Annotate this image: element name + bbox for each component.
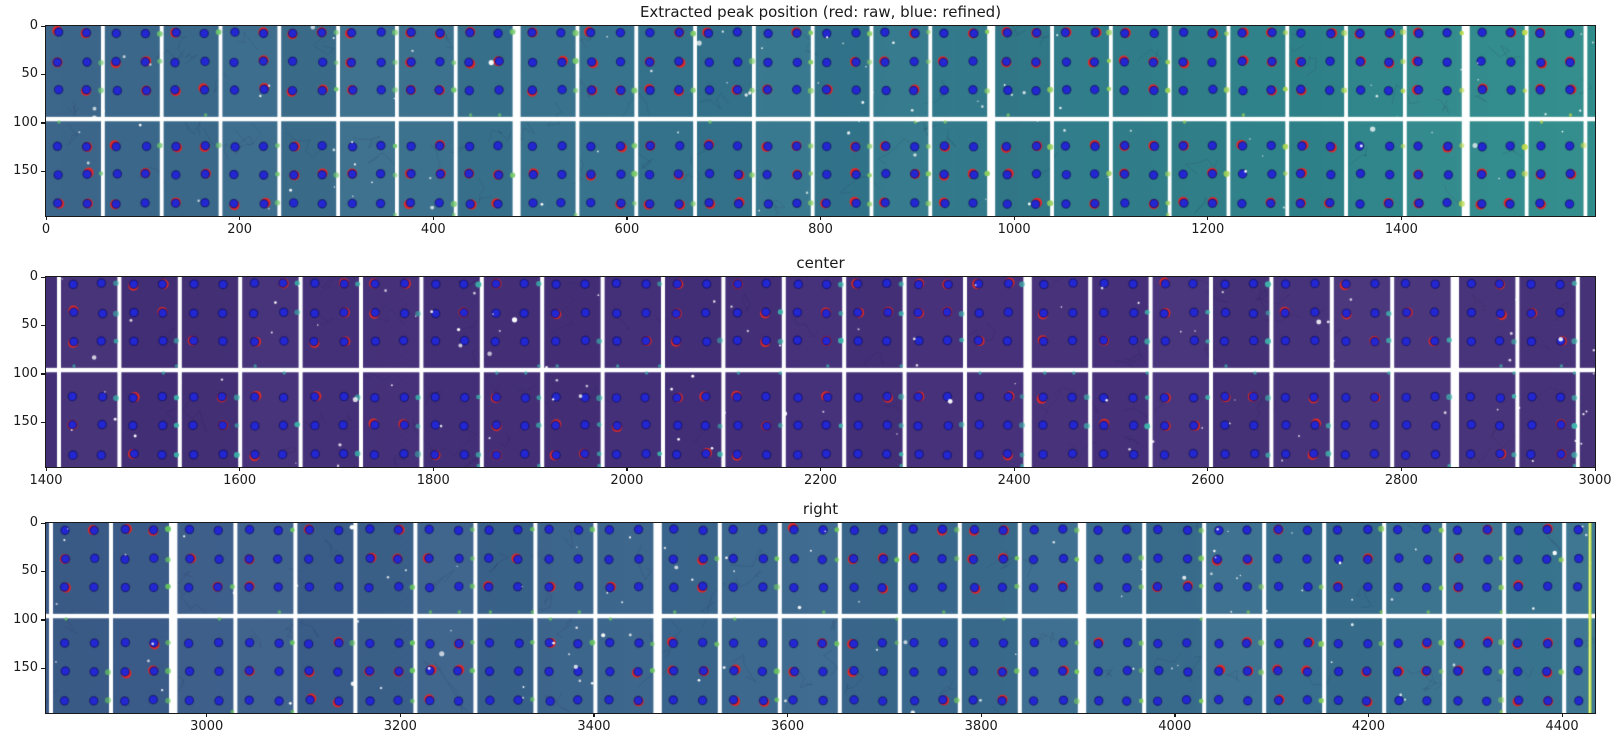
x-tick-label: 200 <box>227 222 253 237</box>
panel-title-center: center <box>796 254 845 272</box>
x-tick-label: 2600 <box>1191 473 1225 488</box>
y-tick-label: 150 <box>13 660 38 676</box>
x-tick-label: 0 <box>41 222 51 237</box>
x-tick-label: 4000 <box>1158 719 1192 734</box>
x-tick-label: 1000 <box>997 222 1031 237</box>
y-tick-label: 150 <box>13 163 38 179</box>
x-tick-label: 3000 <box>190 719 224 734</box>
y-tick-mark <box>41 522 45 524</box>
y-tick-mark <box>41 570 45 573</box>
x-tick-mark <box>820 216 822 220</box>
x-tick-label: 1400 <box>1384 222 1418 237</box>
y-tick-label: 0 <box>29 18 38 33</box>
x-tick-mark <box>626 467 628 471</box>
x-tick-mark <box>1400 467 1403 471</box>
x-tick-label: 3000 <box>1578 473 1612 488</box>
y-tick-label: 100 <box>13 365 38 381</box>
x-tick-mark <box>206 713 208 717</box>
y-tick-mark <box>41 667 45 670</box>
x-tick-mark <box>239 216 241 220</box>
x-tick-mark <box>787 713 789 717</box>
y-tick-mark <box>41 373 45 375</box>
panel-title-right: right <box>802 500 839 518</box>
y-tick-mark <box>41 25 45 27</box>
x-tick-mark <box>1013 467 1015 471</box>
plot-area-0 <box>45 25 1596 217</box>
x-tick-mark <box>45 467 47 471</box>
x-tick-label: 2400 <box>997 473 1031 488</box>
x-tick-label: 3200 <box>383 719 417 734</box>
x-tick-label: 400 <box>420 222 446 237</box>
x-tick-mark <box>1207 467 1209 471</box>
x-tick-label: 2000 <box>610 473 644 488</box>
x-tick-label: 600 <box>614 222 640 237</box>
plot-area-2 <box>45 522 1596 714</box>
y-tick-label: 0 <box>29 269 38 284</box>
x-tick-label: 2800 <box>1384 473 1418 488</box>
y-tick-mark <box>41 73 45 76</box>
plot-area-1 <box>45 276 1596 468</box>
x-tick-mark <box>980 713 982 717</box>
x-tick-mark <box>432 216 434 220</box>
x-tick-mark <box>399 713 402 717</box>
x-tick-label: 3400 <box>577 719 611 734</box>
y-tick-label: 50 <box>21 317 38 333</box>
x-tick-label: 4200 <box>1351 719 1385 734</box>
detector-image-canvas-1 <box>46 277 1595 467</box>
y-tick-label: 0 <box>29 515 38 530</box>
y-tick-label: 150 <box>13 414 38 430</box>
y-tick-label: 50 <box>21 66 38 82</box>
x-tick-label: 1800 <box>416 473 450 488</box>
y-tick-label: 100 <box>13 114 38 130</box>
detector-image-canvas-2 <box>46 523 1595 713</box>
x-tick-label: 1200 <box>1191 222 1225 237</box>
x-tick-mark <box>432 467 434 471</box>
y-tick-mark <box>41 324 45 327</box>
x-tick-mark <box>1594 467 1596 471</box>
x-tick-mark <box>1013 216 1015 220</box>
x-tick-label: 1600 <box>223 473 257 488</box>
x-tick-mark <box>1367 713 1370 717</box>
x-tick-label: 3800 <box>964 719 998 734</box>
x-tick-label: 800 <box>808 222 833 237</box>
y-tick-mark <box>41 122 45 124</box>
y-tick-label: 100 <box>13 611 38 627</box>
x-tick-label: 2200 <box>803 473 838 488</box>
x-tick-mark <box>1174 713 1176 717</box>
x-tick-mark <box>45 216 47 220</box>
detector-image-canvas-0 <box>46 26 1595 216</box>
y-tick-mark <box>41 421 45 424</box>
x-tick-mark <box>626 216 628 220</box>
x-tick-label: 1400 <box>29 473 63 488</box>
y-tick-mark <box>41 619 45 621</box>
y-tick-mark <box>41 276 45 278</box>
x-tick-mark <box>593 713 595 717</box>
x-tick-mark <box>1207 216 1209 220</box>
y-tick-label: 50 <box>21 563 38 579</box>
x-tick-mark <box>239 467 241 471</box>
x-tick-mark <box>1400 216 1403 220</box>
x-tick-mark <box>1561 713 1563 717</box>
panel-title-top: Extracted peak position (red: raw, blue:… <box>639 3 1002 21</box>
y-tick-mark <box>41 170 45 173</box>
x-tick-mark <box>820 467 822 471</box>
x-tick-label: 4400 <box>1545 719 1579 734</box>
x-tick-label: 3600 <box>771 719 805 734</box>
